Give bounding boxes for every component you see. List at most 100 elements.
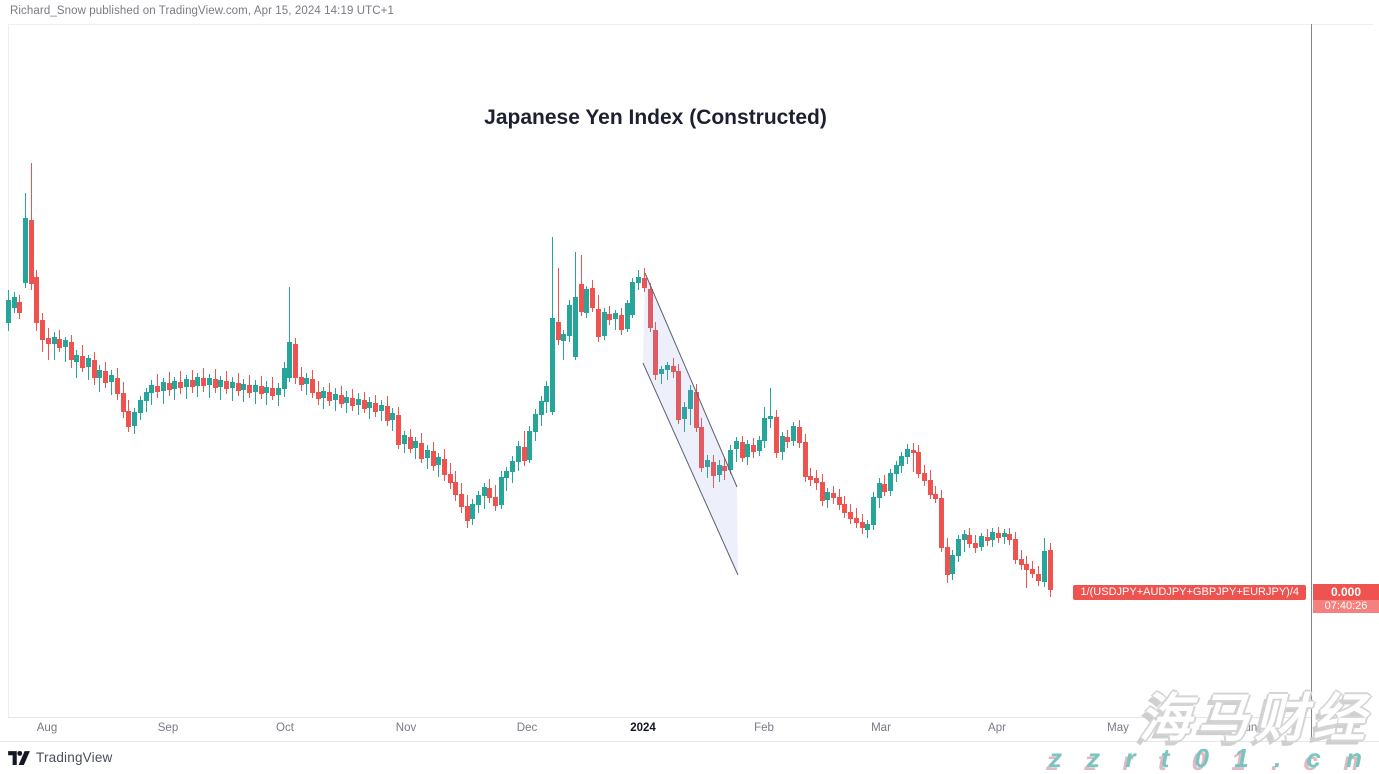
- candle-body: [688, 390, 693, 409]
- candle-body: [659, 369, 664, 374]
- candle-body: [1030, 569, 1035, 574]
- candle-body: [922, 473, 927, 481]
- candle-body: [34, 277, 39, 323]
- candle-body: [201, 378, 206, 386]
- candle-body: [362, 400, 367, 409]
- candle-body: [218, 380, 223, 387]
- candle-body: [1036, 574, 1041, 581]
- candle-body: [310, 379, 315, 393]
- candle-body: [396, 415, 401, 445]
- candle-body: [184, 379, 189, 387]
- tradingview-logo-icon: [8, 750, 30, 765]
- time-axis-label: Apr: [988, 722, 1006, 734]
- candle-body: [1002, 533, 1007, 537]
- candle-body: [172, 381, 177, 389]
- candle-body: [103, 371, 108, 383]
- candle-body: [814, 478, 819, 483]
- candle-body: [579, 284, 584, 312]
- channel-lower-line: [642, 362, 739, 576]
- candle-body: [132, 412, 137, 426]
- candle-body: [499, 477, 504, 505]
- candle-body: [865, 524, 870, 530]
- candle-body: [791, 426, 796, 441]
- candle-body: [236, 383, 241, 391]
- symbol-formula-label[interactable]: 1/(USDJPY+AUDJPY+GBPJPY+EURJPY)/4: [1073, 585, 1306, 600]
- candle-body: [939, 498, 944, 548]
- chart-title: Japanese Yen Index (Constructed): [484, 106, 827, 129]
- candle-body: [894, 465, 899, 474]
- candle-body: [259, 386, 264, 394]
- candle-body: [115, 378, 120, 394]
- candle-body: [928, 480, 933, 495]
- candle-body: [860, 522, 865, 528]
- candle-body: [544, 386, 549, 402]
- time-axis-label: Mar: [871, 722, 891, 734]
- candle-body: [425, 450, 430, 458]
- candle-body: [270, 388, 275, 396]
- candle-body: [138, 400, 143, 413]
- candle-body: [1013, 539, 1018, 560]
- time-axis-label: Nov: [395, 722, 417, 734]
- candle-body: [40, 320, 45, 340]
- candle-body: [945, 547, 950, 575]
- tradingview-footer[interactable]: TradingView: [8, 747, 113, 767]
- candle-body: [1048, 550, 1053, 590]
- candle-body: [253, 385, 258, 392]
- candle-body: [717, 465, 722, 475]
- candle-body: [144, 392, 149, 401]
- candle-body: [63, 340, 68, 347]
- candle-body: [287, 342, 292, 378]
- candle-body: [956, 539, 961, 556]
- candle-body: [854, 518, 859, 523]
- candle-body: [190, 380, 195, 387]
- candle-body: [780, 436, 785, 452]
- candle-body: [642, 278, 647, 288]
- candle-body: [979, 536, 984, 547]
- watermark-url: z z r t 0 1 . c n: [1048, 743, 1371, 773]
- time-axis-bottom-border: [0, 741, 1379, 742]
- candle-body: [453, 482, 458, 495]
- candle-body: [705, 460, 710, 467]
- candle-body: [745, 444, 750, 457]
- candle-body: [52, 337, 57, 344]
- channel-upper-line: [644, 272, 738, 488]
- chart-frame-left-border: [8, 24, 9, 718]
- candle-body: [757, 440, 762, 451]
- candle-body: [373, 403, 378, 412]
- candle-body: [419, 443, 424, 459]
- candle-body: [550, 318, 555, 412]
- candle-body: [339, 395, 344, 404]
- candle-body: [316, 392, 321, 399]
- chart-frame-top-border: [8, 24, 1373, 25]
- candle-body: [533, 414, 538, 432]
- candle-body: [648, 289, 653, 328]
- time-axis[interactable]: Aug Sep Oct Nov Dec 2024 Feb Mar Apr May Jun: [0, 718, 1311, 741]
- candle-body: [516, 446, 521, 462]
- candle-body: [487, 488, 492, 498]
- candle-body: [510, 461, 515, 472]
- candle-body: [442, 459, 447, 475]
- candle-body: [230, 382, 235, 388]
- candle-body: [584, 289, 589, 313]
- candle-body: [607, 314, 612, 320]
- candle-body: [625, 303, 630, 329]
- candle-body: [613, 313, 618, 319]
- last-price-label[interactable]: 0.000 07:40:26: [1313, 584, 1379, 613]
- candle-body: [888, 473, 893, 491]
- candle-body: [699, 427, 704, 468]
- candle-body: [167, 383, 172, 390]
- candle-body: [195, 377, 200, 386]
- candle-body: [333, 394, 338, 400]
- candle-body: [751, 445, 756, 452]
- candle-body: [820, 482, 825, 501]
- candle-body: [282, 368, 287, 389]
- candle-body: [299, 377, 304, 385]
- candle-body: [304, 378, 309, 384]
- candle-body: [877, 483, 882, 498]
- candle-body: [57, 339, 62, 348]
- candle-body: [596, 309, 601, 337]
- candle-body: [29, 220, 34, 284]
- candle-body: [436, 457, 441, 465]
- candle-body: [482, 487, 487, 496]
